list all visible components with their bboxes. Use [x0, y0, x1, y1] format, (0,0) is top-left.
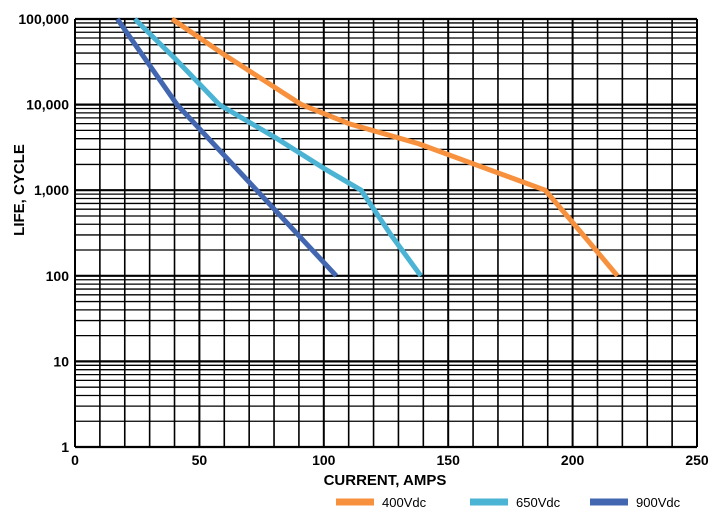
y-tick-label: 10: [53, 353, 69, 369]
legend-label-400vdc: 400Vdc: [382, 495, 427, 510]
y-axis-title: LIFE, CYCLE: [11, 144, 28, 236]
y-tick-label: 100: [46, 268, 70, 284]
x-tick-label: 200: [561, 452, 585, 468]
series-line-400vdc: [170, 16, 620, 278]
legend-label-900vdc: 900Vdc: [636, 495, 681, 510]
y-tick-label: 1: [61, 439, 69, 455]
y-tick-label: 100,000: [18, 11, 69, 27]
legend: 400Vdc 650Vdc 900Vdc: [336, 495, 681, 510]
grid: [74, 17, 698, 449]
series-lines: [115, 16, 620, 278]
series-line-650vdc: [132, 17, 423, 278]
x-tick-label: 100: [312, 452, 336, 468]
legend-label-650vdc: 650Vdc: [516, 495, 561, 510]
x-tick-label: 50: [192, 452, 208, 468]
y-tick-labels: 1 10 100 1,000 10,000 100,000: [18, 11, 69, 455]
x-tick-label: 0: [71, 452, 79, 468]
x-tick-labels: 0 50 100 150 200 250: [71, 452, 709, 468]
y-tick-label: 10,000: [26, 97, 69, 113]
y-tick-label: 1,000: [34, 182, 69, 198]
x-axis-title: CURRENT, AMPS: [324, 472, 447, 489]
x-tick-label: 150: [437, 452, 461, 468]
x-tick-label: 250: [685, 452, 709, 468]
series-line-900vdc: [115, 17, 339, 278]
